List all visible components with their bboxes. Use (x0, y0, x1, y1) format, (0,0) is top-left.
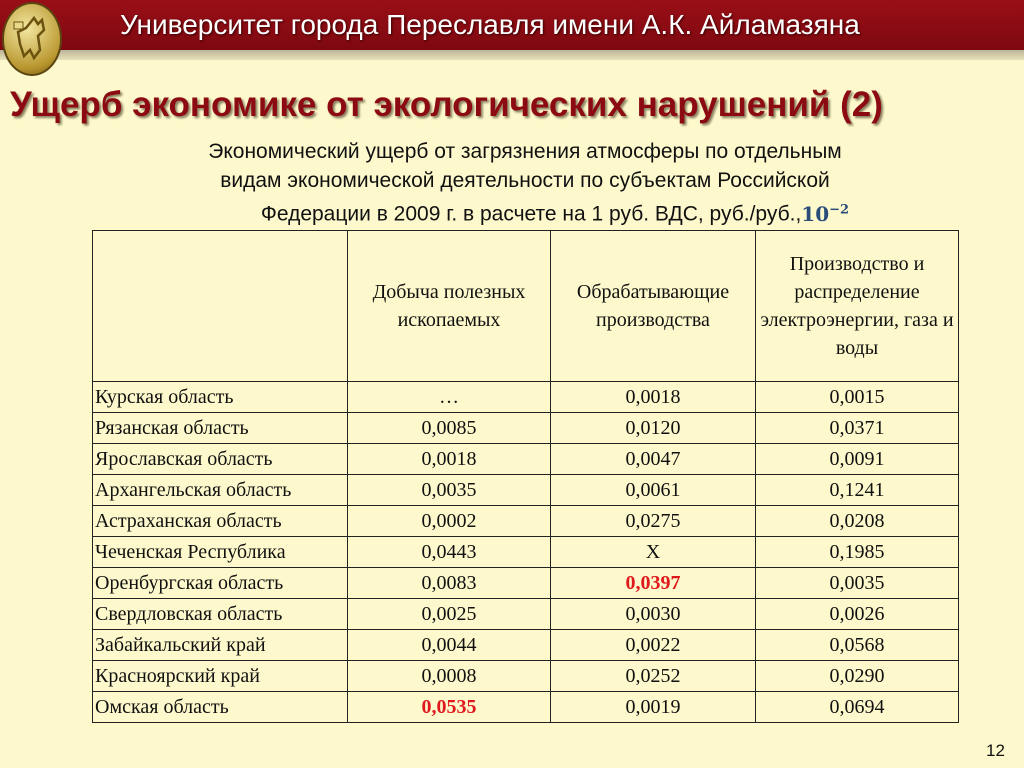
value-cell: 0,0252 (550, 660, 756, 692)
value-cell: 0,0019 (550, 691, 756, 723)
value-cell: 0,0026 (755, 598, 959, 630)
value-cell: 0,0443 (347, 536, 551, 568)
header-manufacturing: Обрабатывающие производства (550, 230, 756, 382)
header-region (92, 230, 348, 382)
value-cell: 0,0397 (550, 567, 756, 599)
subtitle-line: видам экономической деятельности по субъ… (220, 169, 830, 192)
value-cell: 0,0371 (755, 412, 959, 444)
value-cell: 0,0035 (347, 474, 551, 506)
value-cell: 0,0120 (550, 412, 756, 444)
region-cell: Астраханская область (92, 505, 348, 537)
value-cell: 0,0085 (347, 412, 551, 444)
region-cell: Чеченская Республика (92, 536, 348, 568)
region-cell: Ярославская область (92, 443, 348, 475)
damage-table: Добыча полезных ископаемых Обрабатывающи… (92, 230, 959, 723)
value-cell: 0,0290 (755, 660, 959, 692)
value-cell: 0,0002 (347, 505, 551, 537)
value-cell: Х (550, 536, 756, 568)
subtitle-line: Федерации в 2009 г. в расчете на 1 руб. … (260, 201, 850, 226)
table-row: Астраханская область 0,0002 0,0275 0,0208 (92, 505, 959, 537)
region-cell: Оренбургская область (92, 567, 348, 599)
unit-multiplier: 10−2 (801, 201, 850, 226)
table-row: Рязанская область 0,0085 0,0120 0,0371 (92, 412, 959, 444)
value-cell: 0,0091 (755, 443, 959, 475)
page-number: 12 (986, 741, 1005, 760)
region-cell: Красноярский край (92, 660, 348, 692)
subtitle-line: Экономический ущерб от загрязнения атмос… (208, 140, 842, 163)
value-cell: 0,0568 (755, 629, 959, 661)
value-cell: 0,0035 (755, 567, 959, 599)
value-cell: 0,0535 (347, 691, 551, 723)
value-cell: 0,0018 (550, 381, 756, 413)
value-cell: … (347, 381, 551, 413)
slide-title: Ущерб экономике от экологических нарушен… (10, 85, 883, 124)
deer-emblem-icon (13, 15, 46, 61)
value-cell: 0,0047 (550, 443, 756, 475)
slide-subtitle: Экономический ущерб от загрязнения атмос… (120, 137, 930, 229)
value-cell: 0,0022 (550, 629, 756, 661)
header-band (0, 0, 1024, 50)
table-row: Свердловская область 0,0025 0,0030 0,0026 (92, 598, 959, 630)
table-header-row: Добыча полезных ископаемых Обрабатывающи… (92, 230, 959, 382)
table-row: Ярославская область 0,0018 0,0047 0,0091 (92, 443, 959, 475)
value-cell: 0,0015 (755, 381, 959, 413)
table-row: Чеченская Республика 0,0443 Х 0,1985 (92, 536, 959, 568)
table-row: Оренбургская область 0,0083 0,0397 0,0035 (92, 567, 959, 599)
value-cell: 0,0275 (550, 505, 756, 537)
table-row: Омская область 0,0535 0,0019 0,0694 (92, 691, 959, 723)
value-cell: 0,0694 (755, 691, 959, 723)
value-cell: 0,1985 (755, 536, 959, 568)
table-row: Архангельская область 0,0035 0,0061 0,1241 (92, 474, 959, 506)
region-cell: Омская область (92, 691, 348, 723)
value-cell: 0,1241 (755, 474, 959, 506)
value-cell: 0,0030 (550, 598, 756, 630)
region-cell: Забайкальский край (92, 629, 348, 661)
value-cell: 0,0008 (347, 660, 551, 692)
value-cell: 0,0208 (755, 505, 959, 537)
value-cell: 0,0044 (347, 629, 551, 661)
region-cell: Свердловская область (92, 598, 348, 630)
table-row: Курская область… 0,0018 0,0015 (92, 381, 959, 413)
table-row: Красноярский край 0,0008 0,0252 0,0290 (92, 660, 959, 692)
value-cell: 0,0018 (347, 443, 551, 475)
header-divider (0, 50, 1024, 60)
value-cell: 0,0061 (550, 474, 756, 506)
header-mining: Добыча полезных ископаемых (347, 230, 551, 382)
university-logo (2, 2, 62, 76)
value-cell: 0,0025 (347, 598, 551, 630)
table-row: Забайкальский край 0,0044 0,0022 0,0568 (92, 629, 959, 661)
university-name: Университет города Переславля имени А.К.… (120, 9, 860, 40)
value-cell: 0,0083 (347, 567, 551, 599)
header-utilities: Производство и распределение электроэнер… (755, 230, 959, 382)
region-cell: Рязанская область (92, 412, 348, 444)
region-cell: Курская область (92, 381, 348, 413)
region-cell: Архангельская область (92, 474, 348, 506)
